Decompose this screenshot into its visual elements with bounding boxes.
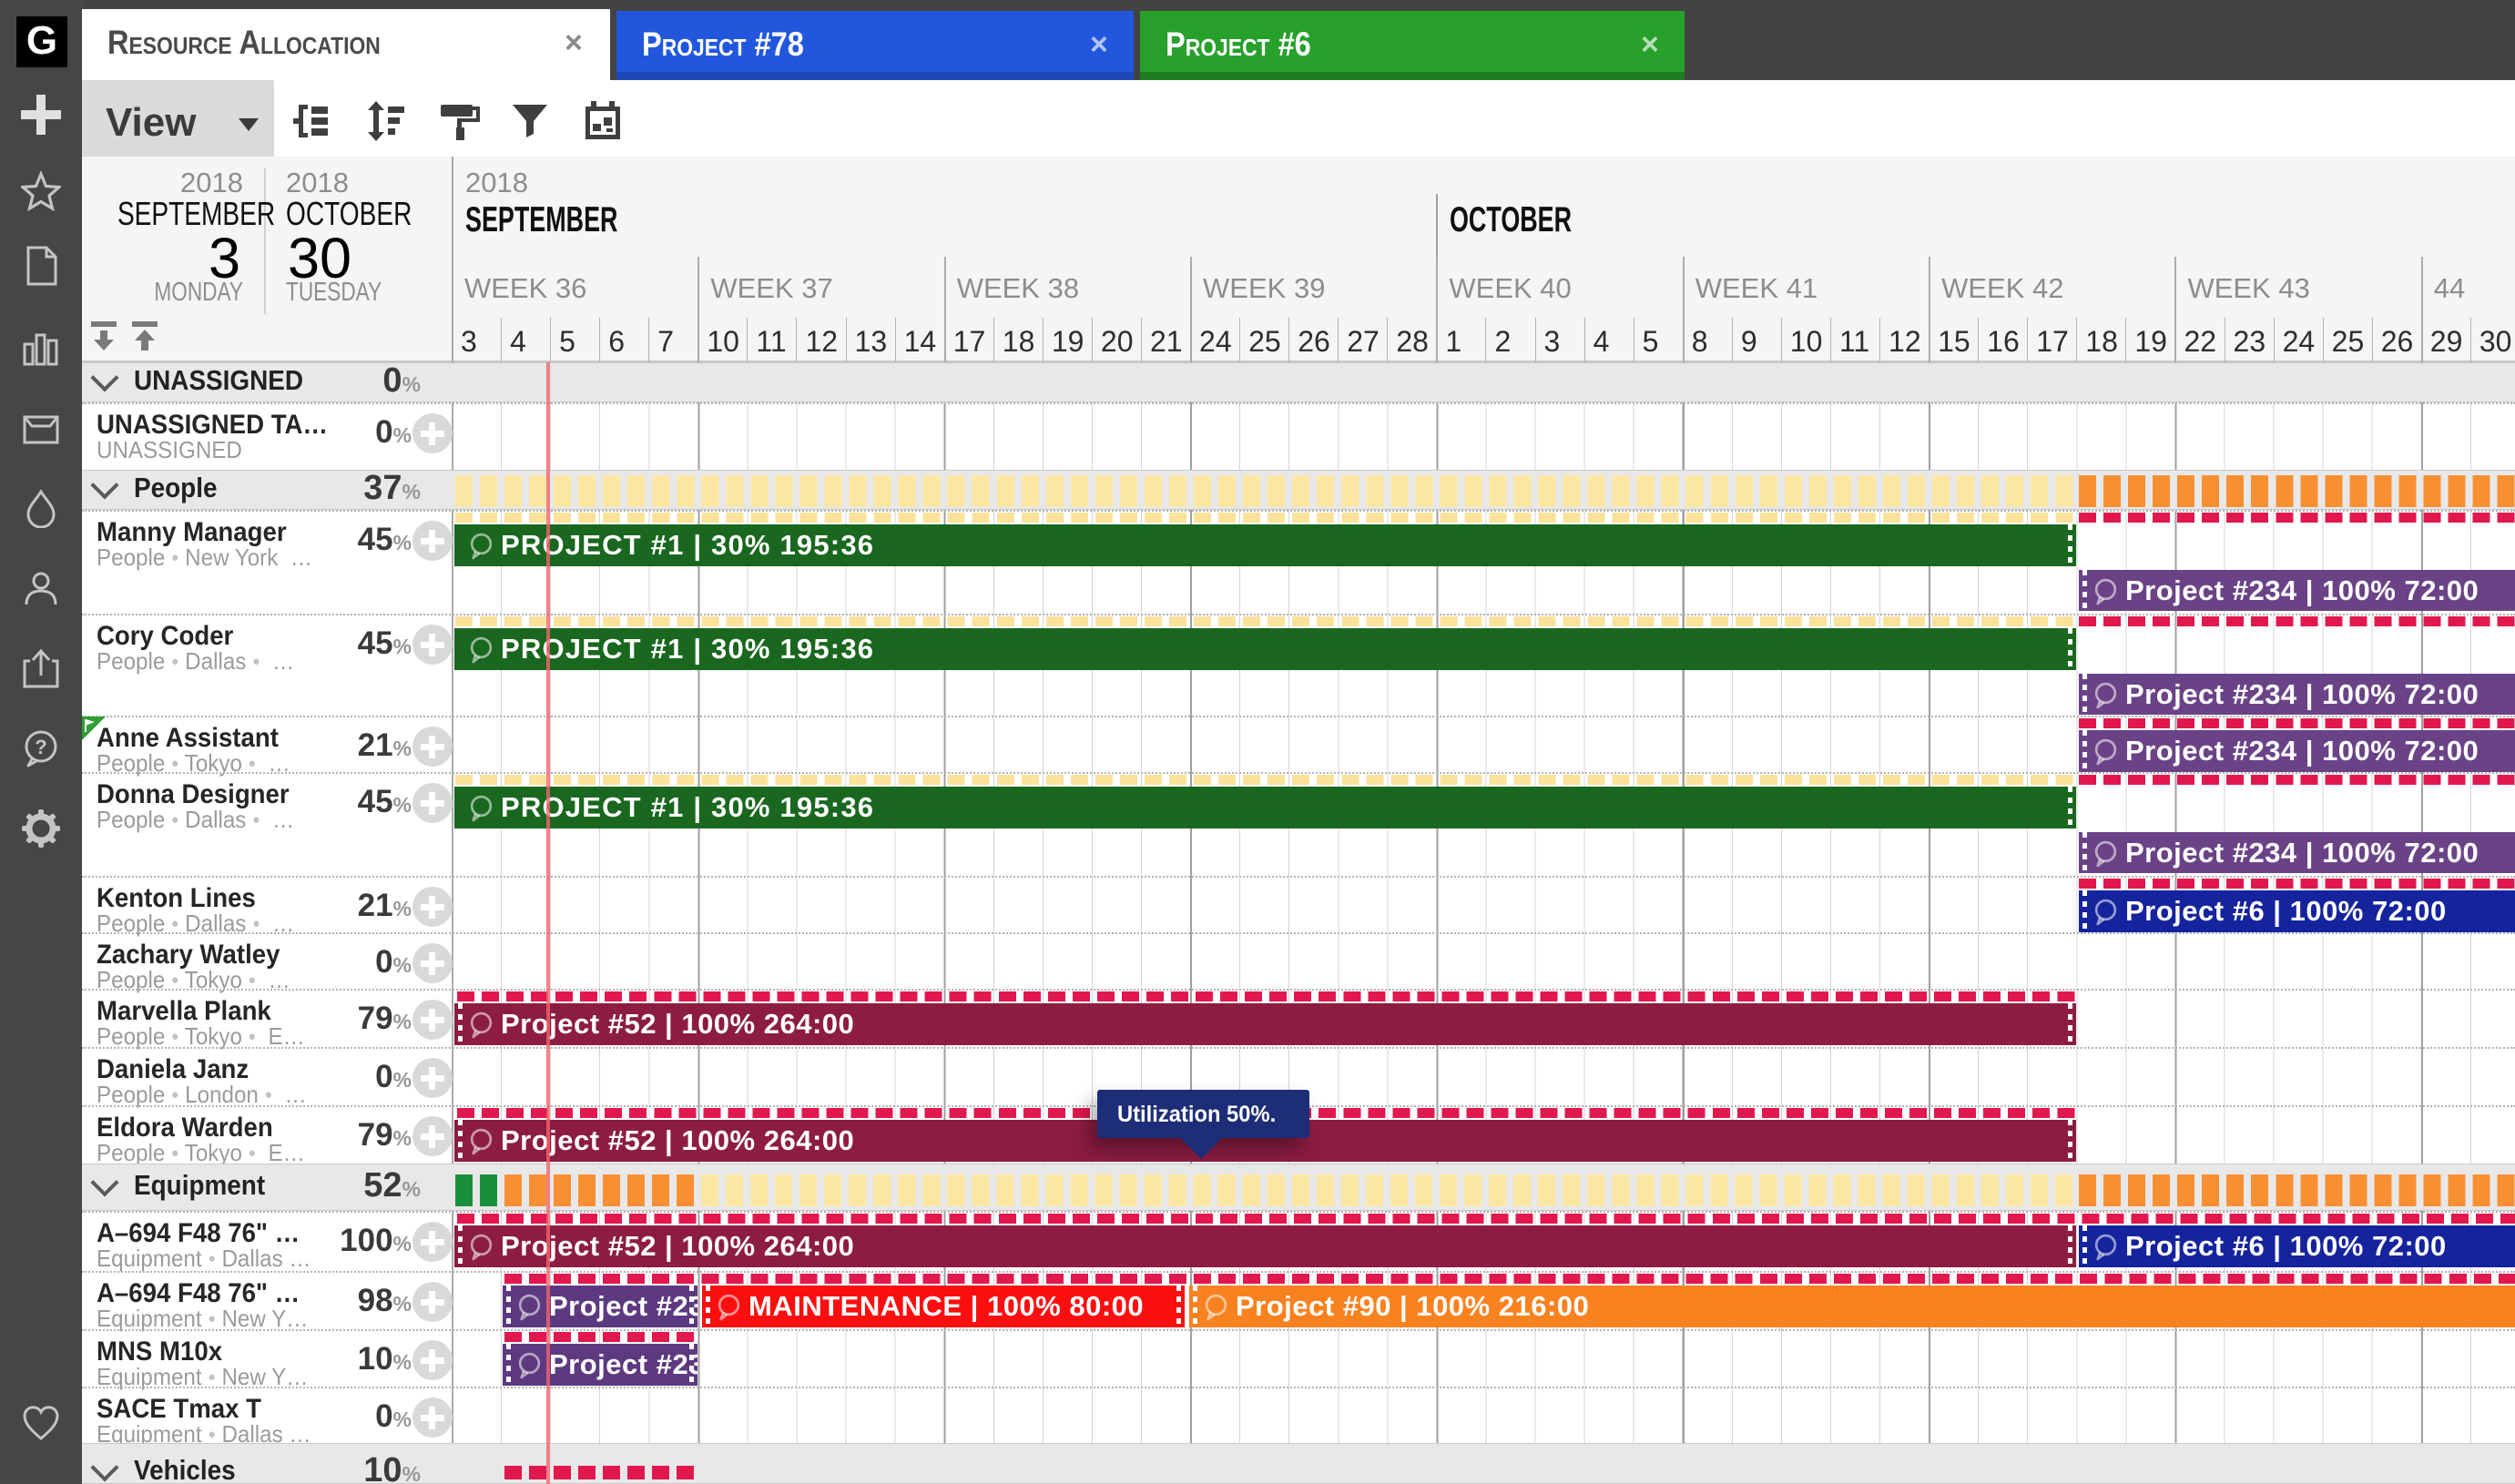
svg-text:?: ? [35, 736, 46, 758]
